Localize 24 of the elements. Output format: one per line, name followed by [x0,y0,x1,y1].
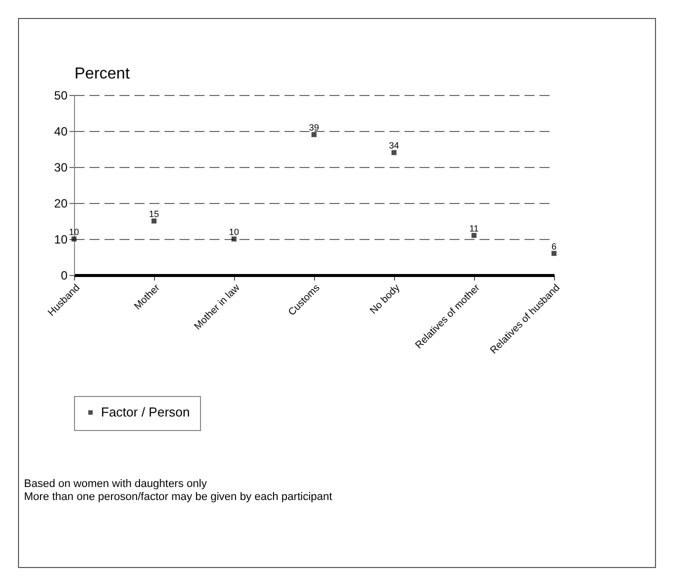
data-label: 10 [228,227,240,237]
point [472,232,476,238]
point [232,236,236,242]
point [392,150,396,156]
point [152,218,156,224]
y-tick-label: 40 [54,124,68,138]
data-label: 15 [148,209,160,219]
y-tick-label: 30 [54,160,68,174]
data-label: 10 [68,227,80,237]
point [312,132,316,138]
y-tick-label: 50 [54,88,68,102]
data-label: 11 [469,223,479,234]
point [72,236,76,242]
text: Based on women with daughters only [24,478,208,491]
y-tick-label: 20 [54,196,68,210]
legend-label: Factor / Person [101,404,190,420]
text: More than one peroson/factor may be given by each participant [24,491,332,504]
data-label: 39 [308,122,320,133]
data-label: 6 [551,241,557,252]
y-tick-label: 10 [54,232,68,246]
y-tick-label: 0 [60,268,68,282]
data-label: 34 [388,140,400,151]
point [552,250,556,256]
y-axis-title: Percent [74,66,130,82]
